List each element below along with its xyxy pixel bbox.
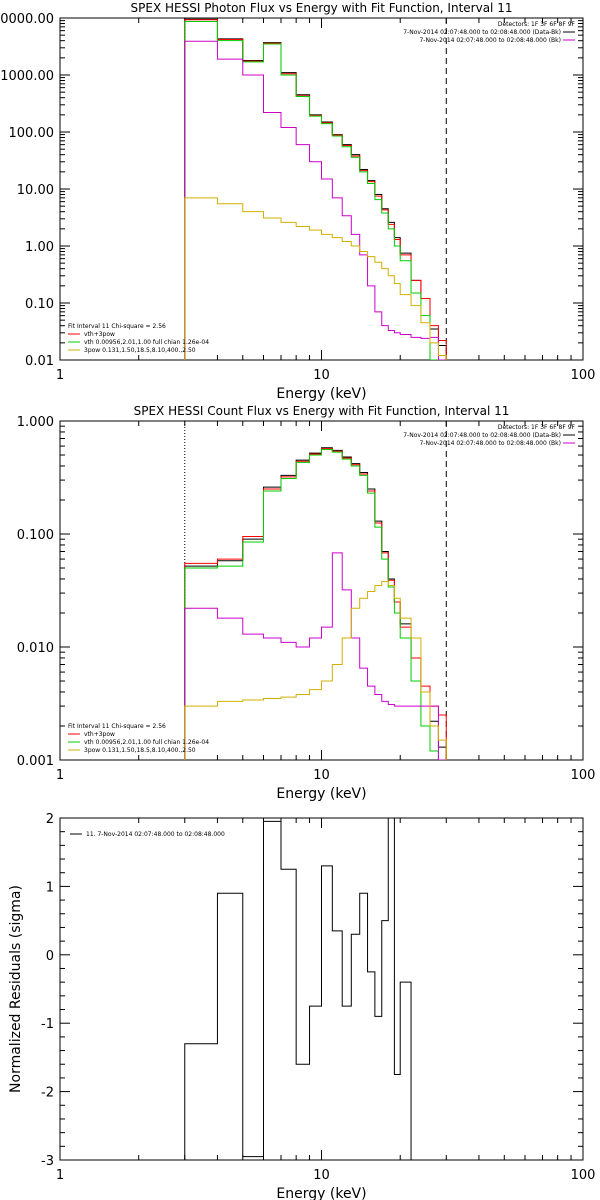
legend-entry: 11. 7-Nov-2014 02:07:48.000 to 02:08:48.… [86, 831, 225, 838]
series-line-3 [184, 20, 447, 360]
series-line-4 [184, 552, 447, 760]
x-axis-label: Energy (keV) [276, 386, 366, 402]
chart-title: SPEX HESSI Photon Flux vs Energy with Fi… [131, 1, 513, 15]
plot-frame [59, 17, 584, 361]
detectors-label: Detectors: 1F 3F 6F 8F 9F [498, 424, 576, 431]
y-tick-label: -1 [41, 1017, 54, 1032]
y-tick-label: 0.001 [17, 754, 54, 769]
x-axis-label: Energy (keV) [276, 786, 366, 802]
y-tick-label: 100.00 [9, 126, 55, 141]
series-line-1 [184, 447, 447, 760]
y-tick-label: 1.00 [25, 240, 54, 255]
y-tick-label: -2 [41, 1086, 54, 1101]
detectors-label: Detectors: 1F 3F 6F 8F 9F [498, 21, 576, 28]
panel-2: SPEX HESSI Count Flux vs Energy with Fit… [17, 404, 596, 802]
x-tick-label: 10 [313, 768, 330, 783]
series-line-5 [184, 197, 447, 360]
series-group [184, 447, 447, 760]
series-group [184, 18, 447, 360]
y-tick-label: 0000.00 [0, 12, 54, 27]
series-line-5 [184, 580, 447, 760]
series-line-2 [184, 19, 447, 360]
y-tick-label: 0.01 [25, 354, 54, 369]
y-axis-label: Normalized Residuals (sigma) [8, 885, 24, 1093]
series-group [184, 818, 412, 1160]
y-tick-label: 10.00 [17, 183, 54, 198]
series-line-1 [184, 18, 447, 360]
x-tick-label: 10 [313, 368, 330, 383]
y-tick-label: 1.000 [17, 415, 54, 430]
x-tick-label: 100 [571, 768, 596, 783]
legend-entry: vth+3pow [84, 731, 115, 738]
y-tick-label: 0 [46, 949, 54, 964]
plot-frame [59, 420, 584, 761]
legend-entry: vth+3pow [84, 331, 115, 338]
x-tick-label: 100 [571, 1168, 596, 1183]
legend-entry: 7-Nov-2014 02:07:48.000 to 02:08:48.000 … [419, 37, 561, 44]
legend-entry: vth 0.00956,2.01,1.00 full chian 1.26e-0… [84, 339, 209, 346]
legend-entry: 3pow 0.131,1.50,18.5,8.10,400.,2.50 [84, 747, 196, 754]
series-line-2 [184, 448, 447, 760]
x-tick-label: 1 [56, 368, 64, 383]
panel-1: SPEX HESSI Photon Flux vs Energy with Fi… [0, 1, 595, 402]
y-tick-label: 0.100 [17, 528, 54, 543]
fit-info-label: Fit Interval 11 Chi-square = 2.56 [68, 723, 166, 730]
legend-entry: 7-Nov-2014 02:07:48.000 to 02:08:48.000 … [403, 29, 561, 36]
x-axis-label: Energy (keV) [276, 1186, 366, 1200]
series-line-1 [184, 818, 412, 1160]
fit-info-label: Fit Interval 11 Chi-square = 2.56 [68, 323, 166, 330]
y-tick-label: 0.010 [17, 641, 54, 656]
y-tick-label: 1 [46, 880, 54, 895]
y-tick-label: -3 [41, 1154, 54, 1169]
series-line-4 [184, 40, 447, 360]
legend-entry: vth 0.00956,2.01,1.00 full chian 1.26e-0… [84, 739, 209, 746]
legend-entry: 7-Nov-2014 02:07:48.000 to 02:08:48.000 … [403, 432, 561, 439]
y-tick-label: 0.10 [25, 297, 54, 312]
legend-entry: 3pow 0.131,1.50,18.5,8.10,400.,2.50 [84, 347, 196, 354]
x-tick-label: 1 [56, 1168, 64, 1183]
series-line-3 [184, 448, 447, 760]
chart-title: SPEX HESSI Count Flux vs Energy with Fit… [134, 404, 510, 418]
x-tick-label: 100 [571, 368, 596, 383]
y-tick-label: 1000.00 [0, 69, 54, 84]
x-tick-label: 1 [56, 768, 64, 783]
legend-entry: 7-Nov-2014 02:07:48.000 to 02:08:48.000 … [419, 440, 561, 447]
y-tick-label: 2 [46, 812, 54, 827]
x-tick-label: 10 [313, 1168, 330, 1183]
